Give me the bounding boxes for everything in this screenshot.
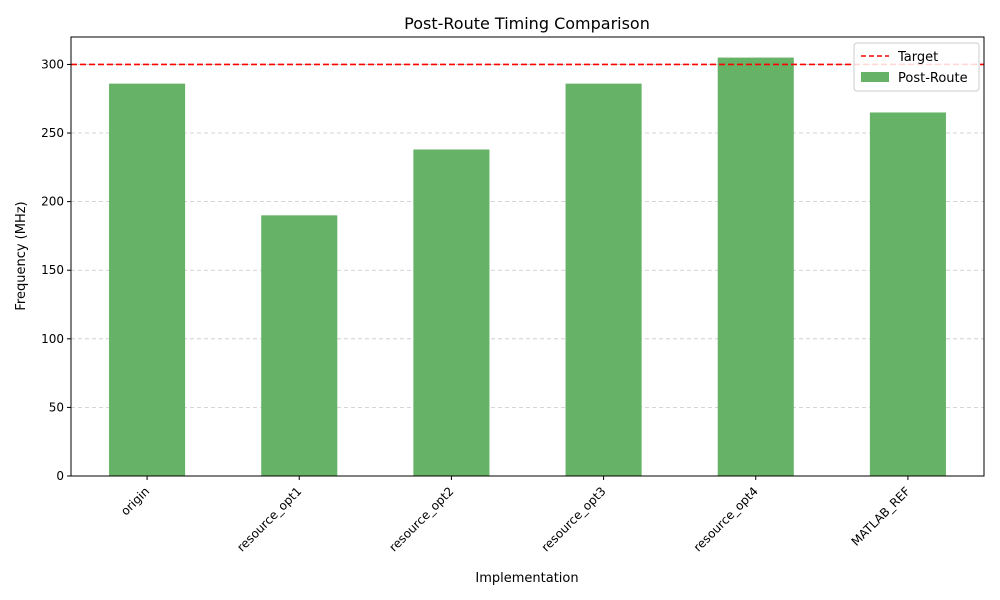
y-tick-label: 100 [41, 332, 64, 346]
x-tick-label: resource_opt2 [386, 484, 456, 554]
legend: Target Post-Route [853, 42, 980, 92]
x-axis-ticks: origin resource_opt1 resource_opt2 resource… [118, 476, 913, 554]
bar-resource_opt4 [717, 57, 794, 476]
x-axis-title: Implementation [475, 571, 578, 586]
y-tick-label: 300 [41, 57, 64, 71]
y-axis-title: Frequency (MHz) [14, 201, 29, 310]
bar-resource_opt3 [565, 83, 642, 477]
x-tick-label: resource_opt4 [691, 484, 761, 554]
legend-target-label: Target [897, 50, 938, 65]
bars [109, 57, 946, 477]
gridlines [71, 64, 984, 408]
plot-frame [70, 36, 985, 477]
y-tick-label: 250 [41, 126, 64, 140]
bar-origin [109, 83, 186, 477]
chart-title: Post-Route Timing Comparison [404, 14, 650, 33]
x-tick-label: origin [118, 484, 152, 518]
bar-resource_opt2 [413, 149, 490, 476]
x-tick-label: MATLAB_REF [849, 484, 914, 549]
x-tick-label: resource_opt1 [234, 484, 304, 554]
y-tick-label: 50 [49, 400, 64, 414]
legend-post-route-label: Post-Route [898, 71, 968, 86]
y-tick-label: 200 [41, 195, 64, 209]
legend-post-route-swatch [861, 72, 889, 82]
bar-resource_opt1 [261, 215, 338, 476]
y-axis-ticks: 0 50 100 150 200 250 300 [41, 57, 71, 483]
x-tick-label: resource_opt3 [539, 484, 609, 554]
y-tick-label: 150 [41, 263, 64, 277]
bar-MATLAB_REF [869, 112, 946, 476]
y-tick-label: 0 [56, 469, 64, 483]
